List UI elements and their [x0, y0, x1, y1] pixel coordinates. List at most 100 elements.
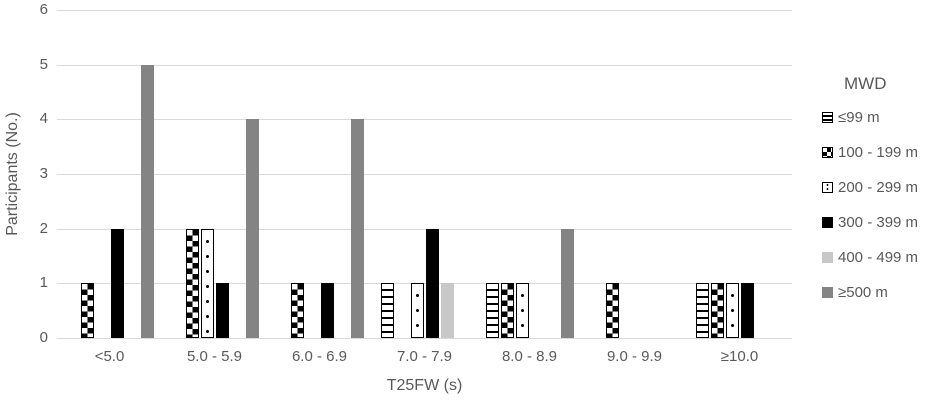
- bar: [140, 65, 154, 338]
- bar-slot: [380, 10, 394, 338]
- x-tick-label: 7.0 - 7.9: [396, 348, 453, 365]
- bar: [380, 283, 394, 338]
- bar-slot: [336, 10, 349, 338]
- legend-item: ≤99 m: [822, 100, 930, 135]
- bar-slot: [80, 10, 94, 338]
- bar: [350, 119, 364, 338]
- bar-slot: [200, 10, 214, 338]
- gridline: [57, 283, 792, 285]
- bar-slot: [666, 10, 679, 338]
- x-tick-label: 8.0 - 8.9: [501, 348, 558, 365]
- bar-slot: [396, 10, 409, 338]
- bar-slot: [560, 10, 574, 338]
- legend-label: ≤99 m: [838, 109, 880, 126]
- bar-slot: [185, 10, 199, 338]
- legend-label: ≥500 m: [838, 284, 888, 301]
- legend-swatch-icon: [822, 287, 833, 298]
- bar-slot: [215, 10, 229, 338]
- legend: MWD ≤99 m 100 - 199 m 200 - 299 m 300 - 399…: [822, 74, 930, 310]
- x-axis-title: T25FW (s): [386, 377, 463, 394]
- bar-slot: [725, 10, 739, 338]
- legend-label: 200 - 299 m: [838, 179, 919, 196]
- bar-slot: [500, 10, 514, 338]
- bar-slot: [171, 10, 184, 338]
- bar: [425, 229, 439, 338]
- bar: [500, 283, 514, 338]
- gridline: [57, 174, 792, 175]
- x-tick-label: ≥10.0: [720, 348, 759, 365]
- gridline: [57, 10, 792, 11]
- bar: [440, 283, 454, 338]
- bar-slot: [546, 10, 559, 338]
- bar: [725, 283, 739, 338]
- y-tick-label: 3: [39, 165, 48, 182]
- bar-slot: [290, 10, 304, 338]
- x-tick-label: 5.0 - 5.9: [186, 348, 243, 365]
- bar: [485, 283, 499, 338]
- legend-title: MWD: [844, 74, 887, 93]
- bar: [740, 283, 754, 338]
- bar: [320, 283, 334, 338]
- legend-label: 400 - 499 m: [838, 249, 919, 266]
- bar-slot: [756, 10, 769, 338]
- bar-slot: [320, 10, 334, 338]
- legend-swatch-icon: [822, 252, 833, 263]
- x-axis-tick-labels: <5.0 5.0 - 5.9 6.0 - 6.9 7.0 - 7.9 8.0 - 8.9…: [57, 348, 792, 365]
- bar-slot: [531, 10, 544, 338]
- x-tick-label: 9.0 - 9.9: [606, 348, 663, 365]
- gridline: [57, 228, 792, 230]
- bar-slot: [636, 10, 649, 338]
- bar-slot: [456, 10, 469, 338]
- bar: [110, 229, 124, 338]
- y-tick-label: 1: [39, 274, 48, 292]
- legend-item: 200 - 299 m: [822, 170, 930, 205]
- legend-items: ≤99 m 100 - 199 m 200 - 299 m 300 - 399 m 40…: [822, 100, 930, 310]
- category-group: [477, 10, 582, 338]
- bar-slot: [140, 10, 154, 338]
- bar-slot: [771, 10, 784, 338]
- bar-slot: [485, 10, 499, 338]
- bar-slot: [695, 10, 709, 338]
- legend-swatch-icon: [822, 147, 833, 158]
- x-tick-label: <5.0: [94, 348, 125, 365]
- category-group: [372, 10, 477, 338]
- bar-slot: [350, 10, 364, 338]
- bar: [710, 283, 724, 338]
- bar: [605, 283, 619, 338]
- bar-slot: [245, 10, 259, 338]
- bar-slot: [410, 10, 424, 338]
- bar-slot: [591, 10, 604, 338]
- bar-slot: [440, 10, 454, 338]
- bar-slot: [621, 10, 634, 338]
- legend-swatch-icon: [822, 112, 833, 123]
- bar-slot: [710, 10, 724, 338]
- bar-slot: [231, 10, 244, 338]
- bar-slot: [96, 10, 109, 338]
- bar-slot: [651, 10, 664, 338]
- y-tick-label: 6: [39, 1, 48, 18]
- bar-slot: [110, 10, 124, 338]
- bar-groups: [57, 10, 792, 338]
- bar: [695, 283, 709, 338]
- y-tick-label: 5: [39, 55, 48, 73]
- x-tick-label: 6.0 - 6.9: [291, 348, 348, 365]
- bar: [80, 283, 94, 338]
- bar-slot: [425, 10, 439, 338]
- bar-slot: [66, 10, 79, 338]
- category-group: [687, 10, 792, 338]
- gridline: [57, 119, 792, 121]
- bar-slot: [126, 10, 139, 338]
- bar: [245, 119, 259, 338]
- bar: [200, 229, 214, 338]
- legend-label: 100 - 199 m: [838, 144, 919, 161]
- y-tick-label: 0: [39, 329, 48, 346]
- bar-slot: [306, 10, 319, 338]
- bar: [560, 229, 574, 338]
- gridline: [57, 64, 792, 66]
- bar-slot: [515, 10, 529, 338]
- bar: [410, 283, 424, 338]
- y-tick-label: 2: [39, 219, 48, 237]
- bar-slot: [740, 10, 754, 338]
- category-group: [582, 10, 687, 338]
